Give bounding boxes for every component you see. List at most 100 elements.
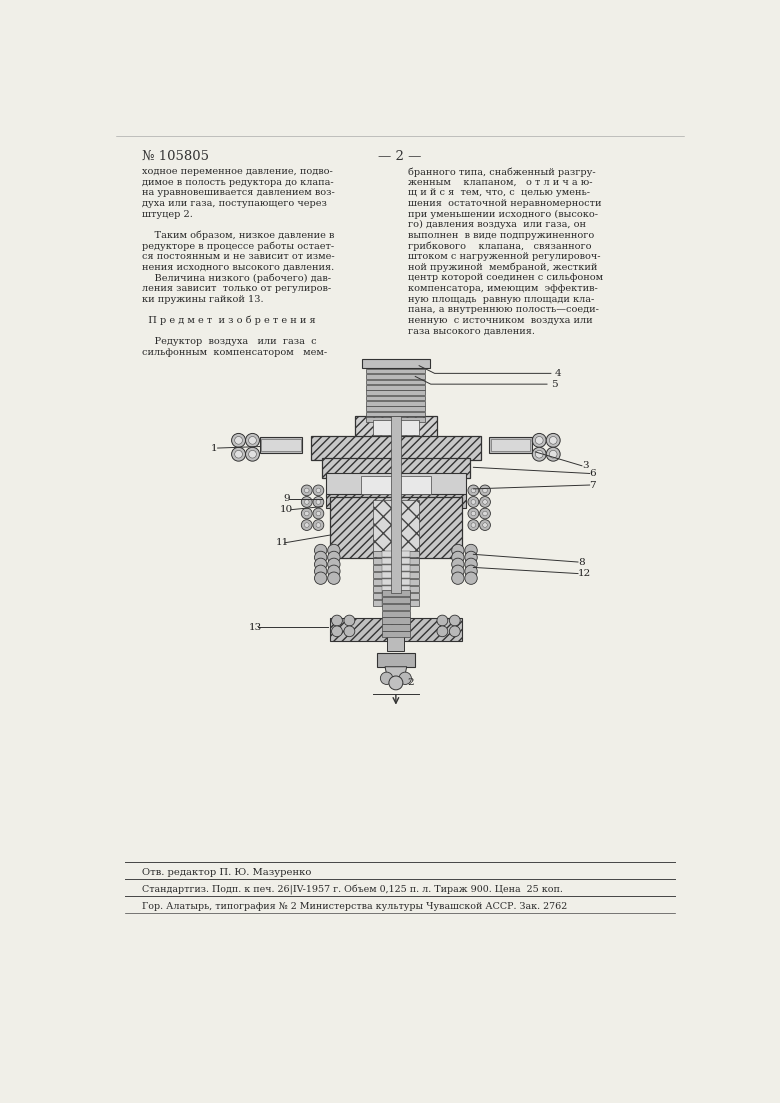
Text: ки пружины гайкой 13.: ки пружины гайкой 13.: [143, 295, 264, 303]
Text: на уравновешивается давлением воз-: на уравновешивается давлением воз-: [143, 189, 335, 197]
Circle shape: [546, 448, 560, 461]
Circle shape: [249, 450, 257, 458]
Text: 3: 3: [582, 461, 588, 470]
Circle shape: [328, 572, 340, 585]
Circle shape: [328, 544, 340, 557]
Circle shape: [546, 433, 560, 448]
Circle shape: [246, 448, 260, 461]
Text: Стандартгиз. Подп. к печ. 26|IV-1957 г. Объем 0,125 п. л. Тираж 900. Цена  25 ко: Стандартгиз. Подп. к печ. 26|IV-1957 г. …: [143, 886, 563, 896]
Circle shape: [304, 523, 309, 527]
Text: ную площадь  равную площади кла-: ную площадь равную площади кла-: [407, 295, 594, 303]
Text: ненную  с источником  воздуха или: ненную с источником воздуха или: [407, 315, 592, 324]
Bar: [382, 624, 410, 631]
Circle shape: [449, 615, 460, 625]
Polygon shape: [385, 666, 406, 682]
Circle shape: [301, 485, 312, 496]
Bar: [382, 618, 410, 623]
Text: 5: 5: [551, 379, 558, 388]
Circle shape: [381, 672, 393, 685]
Text: Отв. редактор П. Ю. Мазуренко: Отв. редактор П. Ю. Мазуренко: [143, 868, 312, 878]
Bar: [367, 401, 425, 406]
Text: компенсатора, имеющим  эффектив-: компенсатора, имеющим эффектив-: [407, 283, 597, 293]
Bar: [367, 390, 425, 395]
Circle shape: [316, 500, 321, 504]
Bar: [330, 618, 462, 641]
Text: 8: 8: [578, 557, 585, 567]
Circle shape: [480, 496, 491, 507]
Bar: [373, 592, 419, 599]
Circle shape: [465, 544, 477, 557]
Circle shape: [437, 625, 448, 636]
Bar: [310, 436, 481, 460]
Circle shape: [465, 572, 477, 585]
Circle shape: [313, 508, 324, 518]
Bar: [367, 385, 425, 389]
Text: ся постоянным и не зависит от изме-: ся постоянным и не зависит от изме-: [143, 251, 335, 261]
Text: 2: 2: [407, 678, 414, 687]
Bar: [367, 374, 425, 378]
Circle shape: [480, 520, 491, 531]
Bar: [367, 411, 425, 417]
Text: 7: 7: [590, 481, 596, 490]
Circle shape: [535, 437, 543, 445]
Bar: [491, 439, 530, 451]
Circle shape: [314, 565, 327, 577]
Text: Величина низкого (рабочего) дав-: Величина низкого (рабочего) дав-: [143, 274, 332, 282]
Text: пана, а внутреннюю полость—соеди-: пана, а внутреннюю полость—соеди-: [407, 306, 598, 314]
Bar: [373, 552, 419, 557]
Circle shape: [452, 572, 464, 585]
Bar: [373, 419, 419, 435]
Circle shape: [316, 489, 321, 493]
Circle shape: [437, 615, 448, 625]
Text: редукторе в процессе работы остает-: редукторе в процессе работы остает-: [143, 242, 335, 250]
Circle shape: [313, 520, 324, 531]
Bar: [377, 653, 415, 666]
Text: Редуктор  воздуха   или  газа  с: Редуктор воздуха или газа с: [143, 338, 317, 346]
Circle shape: [314, 572, 327, 585]
Text: шения  остаточной неравномерности: шения остаточной неравномерности: [407, 199, 601, 207]
Bar: [367, 396, 425, 400]
Circle shape: [316, 511, 321, 516]
Circle shape: [483, 511, 488, 516]
Circle shape: [328, 558, 340, 570]
Circle shape: [304, 489, 309, 493]
Bar: [382, 572, 410, 578]
Circle shape: [452, 565, 464, 577]
Circle shape: [532, 448, 546, 461]
Bar: [326, 494, 466, 508]
Text: грибкового    клапана,   связанного: грибкового клапана, связанного: [407, 242, 591, 250]
Circle shape: [535, 450, 543, 458]
Text: женным    клапаном,   о т л и ч а ю-: женным клапаном, о т л и ч а ю-: [407, 178, 592, 186]
Circle shape: [452, 544, 464, 557]
Bar: [367, 407, 425, 411]
Circle shape: [304, 511, 309, 516]
Text: го) давления воздуха  или газа, он: го) давления воздуха или газа, он: [407, 221, 586, 229]
Bar: [367, 379, 425, 384]
Circle shape: [483, 523, 488, 527]
Circle shape: [449, 625, 460, 636]
Text: 13: 13: [249, 623, 262, 632]
Bar: [382, 631, 410, 638]
Circle shape: [399, 672, 411, 685]
Bar: [373, 565, 419, 571]
Circle shape: [480, 508, 491, 518]
Circle shape: [313, 485, 324, 496]
Bar: [367, 417, 425, 421]
Circle shape: [328, 552, 340, 564]
Circle shape: [389, 676, 402, 689]
Circle shape: [483, 500, 488, 504]
Text: центр которой соединен с сильфоном: центр которой соединен с сильфоном: [407, 274, 603, 282]
Bar: [382, 552, 410, 557]
Bar: [382, 592, 410, 599]
Bar: [382, 611, 410, 617]
Circle shape: [465, 552, 477, 564]
Text: 12: 12: [578, 569, 591, 578]
Circle shape: [316, 523, 321, 527]
Circle shape: [465, 565, 477, 577]
Bar: [355, 417, 437, 438]
Bar: [373, 600, 419, 606]
Circle shape: [344, 615, 355, 625]
Text: газа высокого давления.: газа высокого давления.: [407, 326, 534, 335]
Circle shape: [235, 450, 243, 458]
Circle shape: [314, 558, 327, 570]
